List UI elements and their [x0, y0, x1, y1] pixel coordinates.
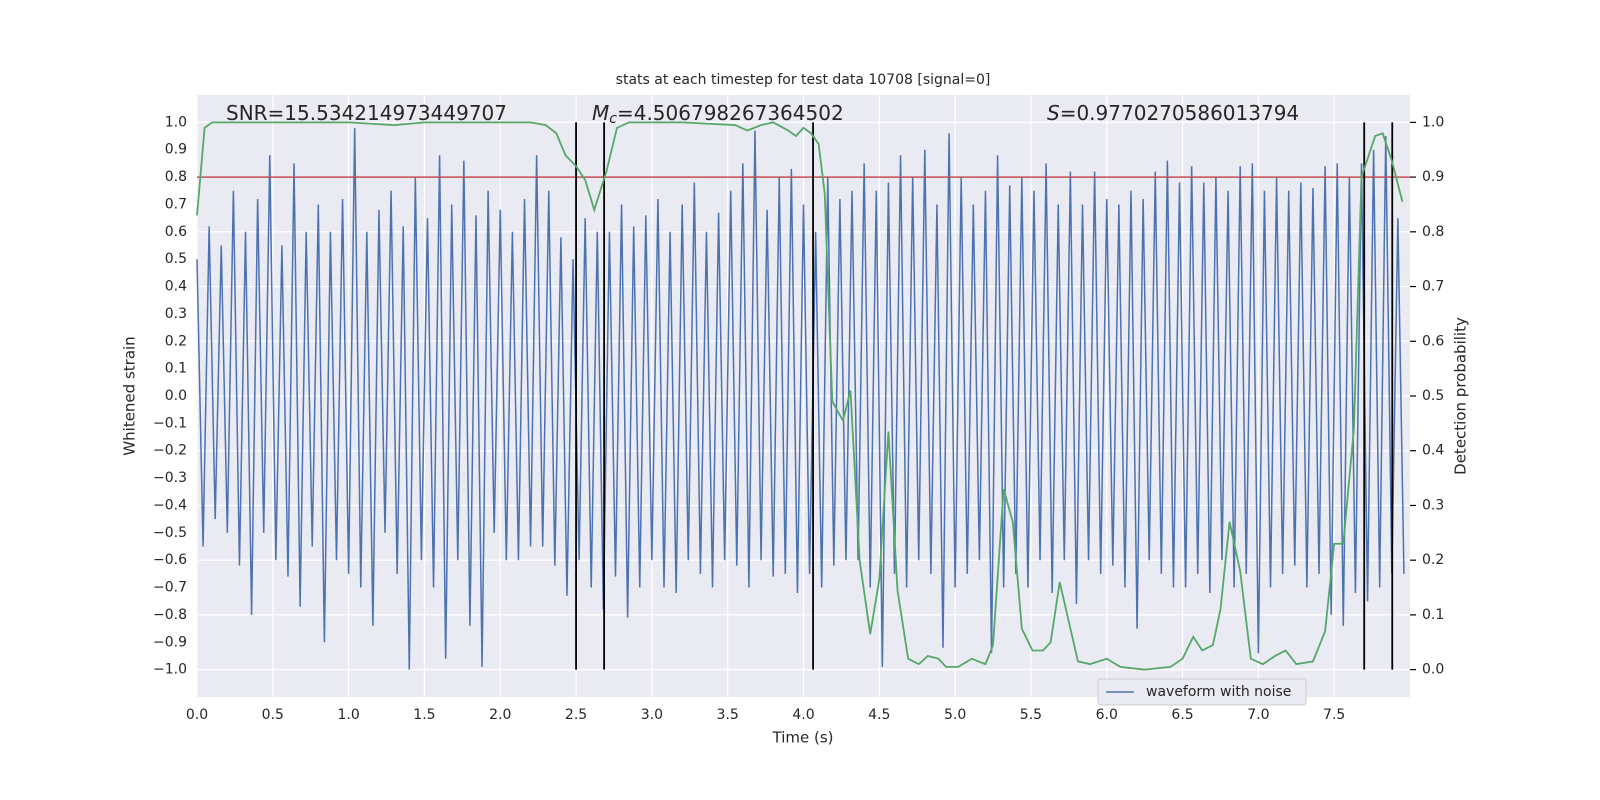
y-tick-label: −0.4 — [153, 497, 187, 513]
y2-tick-label: 1.0 — [1422, 114, 1444, 130]
x-tick-label: 3.0 — [641, 707, 663, 723]
y-tick-label: −0.6 — [153, 552, 187, 568]
y-tick-label: −0.7 — [153, 580, 187, 596]
y-tick-label: 0.2 — [165, 333, 187, 349]
x-tick-label: 7.5 — [1323, 707, 1345, 723]
x-tick-label: 4.5 — [868, 707, 890, 723]
x-tick-label: 6.5 — [1171, 707, 1193, 723]
y-tick-label: 0.1 — [165, 361, 187, 377]
y-tick-label: 0.7 — [165, 196, 187, 212]
legend-box — [1097, 678, 1307, 706]
legend-label: waveform with noise — [1146, 684, 1291, 700]
y2-tick-label: 0.9 — [1422, 169, 1444, 185]
y-tick-label: 1.0 — [165, 114, 187, 130]
annotation-text: =4.506798267364502 — [617, 101, 844, 125]
y-tick-label: 0.8 — [165, 169, 187, 185]
y2-tick-label: 0.6 — [1422, 333, 1444, 349]
y-tick-label: 0.5 — [165, 251, 187, 267]
x-tick-label: 4.0 — [792, 707, 814, 723]
y-tick-label: 0.9 — [165, 142, 187, 158]
probability-line — [196, 121, 1404, 671]
annotation-text: SNR=15.534214973449707 — [226, 101, 507, 125]
y2-tick-label: 0.5 — [1422, 388, 1444, 404]
y-tick-label: 0.4 — [165, 279, 187, 295]
y2-tick-label: 0.3 — [1422, 497, 1444, 513]
x-tick-label: 0.0 — [186, 707, 208, 723]
y-tick-label: 0.3 — [165, 306, 187, 322]
y-tick-label: 0.0 — [165, 388, 187, 404]
y2-axis-label: Detection probability — [1452, 317, 1470, 475]
annotation: S=0.9770270586013794 — [1047, 101, 1299, 125]
y2-tick-label: 0.0 — [1422, 662, 1444, 678]
waveform-line — [196, 127, 1405, 670]
y2-tick-label: 0.8 — [1422, 224, 1444, 240]
x-tick-label: 0.5 — [262, 707, 284, 723]
y-tick-label: −0.1 — [153, 415, 187, 431]
x-tick-label: 7.0 — [1247, 707, 1269, 723]
x-tick-label: 2.0 — [489, 707, 511, 723]
annotation-symbol: M — [592, 101, 609, 125]
y-tick-label: −0.3 — [153, 470, 187, 486]
y2-tick-label: 0.4 — [1422, 443, 1444, 459]
x-axis-label: Time (s) — [772, 729, 834, 747]
x-tick-label: 6.0 — [1096, 707, 1118, 723]
annotation: SNR=15.534214973449707 — [226, 101, 507, 125]
y-axis-label: Whitened strain — [121, 336, 139, 455]
x-tick-label: 1.5 — [413, 707, 435, 723]
annotation: Mc=4.506798267364502 — [592, 101, 844, 128]
y2-tick-label: 0.2 — [1422, 552, 1444, 568]
annotation-subscript: c — [609, 111, 617, 127]
annotation-text: =0.9770270586013794 — [1060, 101, 1299, 125]
y-tick-label: −0.5 — [153, 525, 187, 541]
x-tick-label: 1.0 — [337, 707, 359, 723]
annotation-symbol: S — [1047, 101, 1060, 125]
y-tick-label: 0.6 — [165, 224, 187, 240]
x-tick-label: 5.5 — [1020, 707, 1042, 723]
x-tick-label: 5.0 — [944, 707, 966, 723]
chart-title: stats at each timestep for test data 107… — [616, 72, 991, 88]
y-tick-label: −0.8 — [153, 607, 187, 623]
y-tick-label: −0.9 — [153, 634, 187, 650]
y2-tick-label: 0.1 — [1422, 607, 1444, 623]
y-tick-label: −0.2 — [153, 443, 187, 459]
x-tick-label: 2.5 — [565, 707, 587, 723]
y2-tick-label: 0.7 — [1422, 279, 1444, 295]
y-tick-label: −1.0 — [153, 662, 187, 678]
x-tick-label: 3.5 — [717, 707, 739, 723]
legend: waveform with noise — [1097, 678, 1307, 706]
